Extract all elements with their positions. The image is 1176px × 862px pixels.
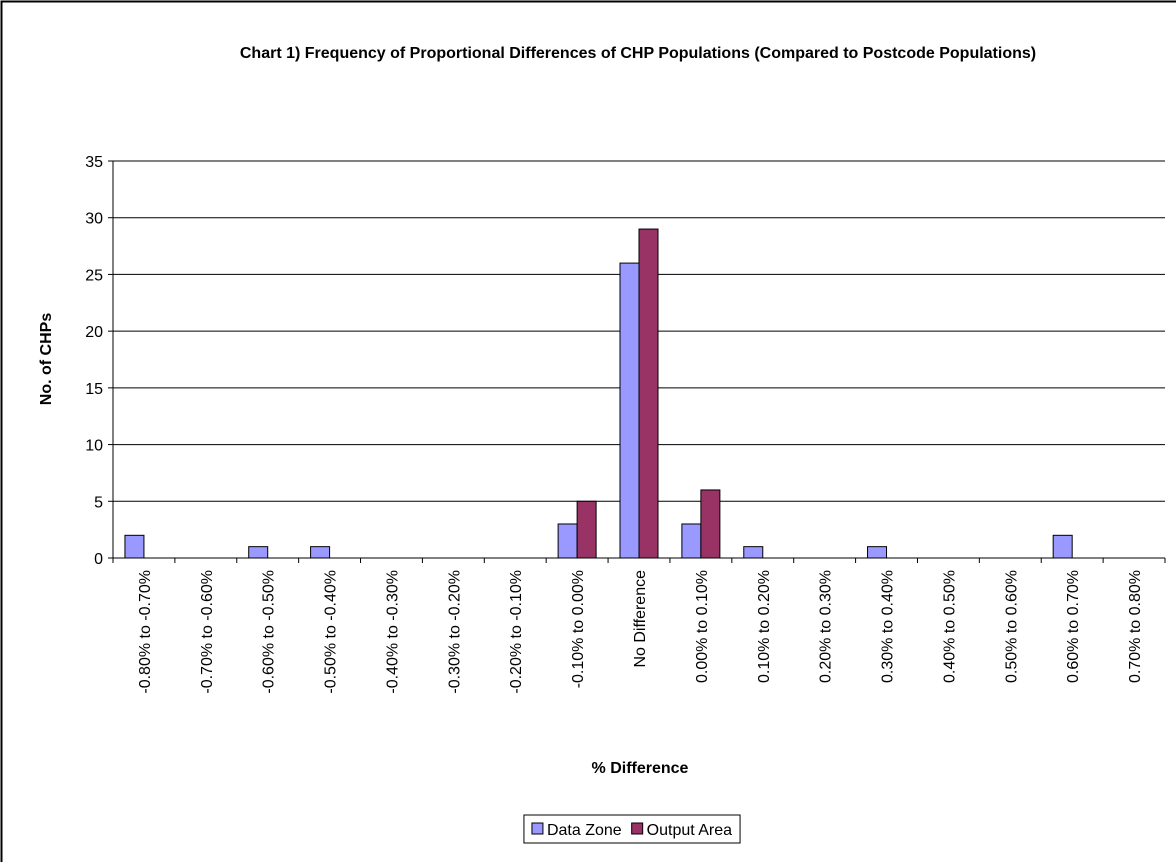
y-axis-title: No. of CHPs <box>38 313 55 406</box>
x-tick-label: 0.60% to 0.70% <box>1065 570 1082 683</box>
legend: Data Zone Output Area <box>523 814 741 844</box>
y-tick-label: 5 <box>94 494 103 511</box>
legend-swatch <box>631 822 644 835</box>
legend-label: Data Zone <box>547 822 622 839</box>
x-tick-label: -0.70% to -0.60% <box>199 570 216 694</box>
bar <box>700 489 721 559</box>
bar <box>248 546 269 559</box>
bar <box>1052 534 1073 559</box>
x-tick-label: 0.00% to 0.10% <box>694 570 711 683</box>
x-tick-label: 0.50% to 0.60% <box>1003 570 1020 683</box>
y-tick-label: 10 <box>85 438 103 455</box>
bar <box>867 546 888 559</box>
x-tick-label: No Difference <box>632 570 649 668</box>
bar <box>557 523 578 559</box>
x-tick-label: -0.10% to 0.00% <box>570 570 587 688</box>
bar <box>124 534 145 559</box>
bar <box>310 546 331 559</box>
y-tick-label: 0 <box>94 551 103 568</box>
y-tick-label: 25 <box>85 267 103 284</box>
x-tick-label: 0.10% to 0.20% <box>756 570 773 683</box>
x-tick-label: -0.30% to -0.20% <box>446 570 463 694</box>
y-tick-label: 20 <box>85 324 103 341</box>
bar <box>638 228 659 559</box>
x-tick-label: -0.60% to -0.50% <box>261 570 278 694</box>
y-tick-label: 30 <box>85 211 103 228</box>
x-tick-label: 0.30% to 0.40% <box>880 570 897 683</box>
x-tick-label: 0.70% to 0.80% <box>1127 570 1144 683</box>
y-tick-label: 15 <box>85 381 103 398</box>
x-tick-label: -0.20% to -0.10% <box>508 570 525 694</box>
bar <box>576 500 597 559</box>
x-axis-title: % Difference <box>592 760 689 777</box>
bar <box>619 262 640 559</box>
bar <box>743 546 764 559</box>
y-tick-label: 35 <box>85 154 103 171</box>
chart-title: Chart 1) Frequency of Proportional Diffe… <box>239 45 1037 62</box>
x-tick-label: -0.50% to -0.40% <box>323 570 340 694</box>
x-tick-label: -0.80% to -0.70% <box>137 570 154 694</box>
x-tick-label: 0.40% to 0.50% <box>941 570 958 683</box>
x-tick-label: 0.20% to 0.30% <box>818 570 835 683</box>
x-tick-label: -0.40% to -0.30% <box>384 570 401 694</box>
legend-swatch <box>531 822 544 835</box>
legend-label: Output Area <box>647 822 732 839</box>
bar <box>681 523 702 559</box>
